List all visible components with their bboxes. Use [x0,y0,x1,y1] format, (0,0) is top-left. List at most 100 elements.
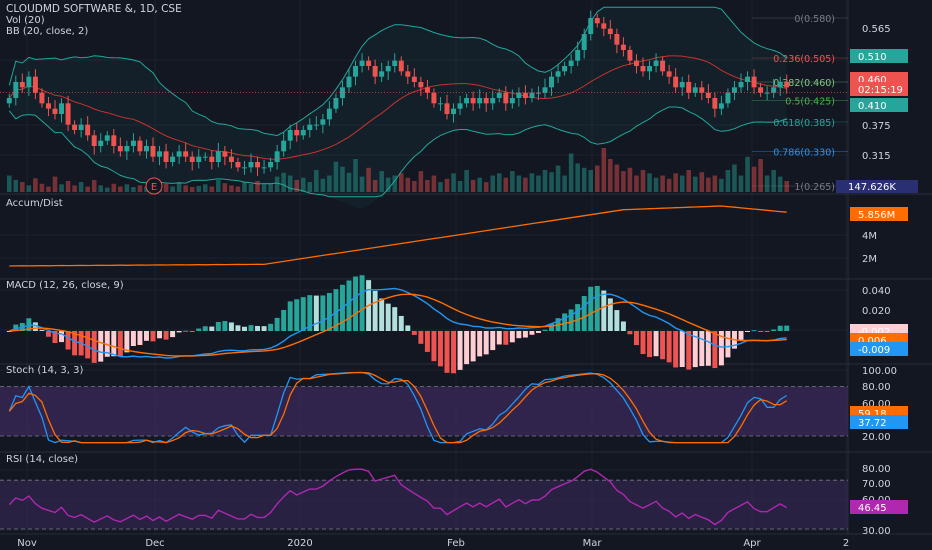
macd-histogram-bar [281,310,287,331]
candle-body [666,71,672,77]
candle-body [771,87,777,93]
volume-bar [91,179,97,192]
volume-bar [451,173,456,192]
volume-bar [653,177,659,192]
volume-bar [340,166,345,192]
accum-dist-pane[interactable] [9,205,787,267]
macd-histogram-bar [72,331,78,356]
macd-histogram-bar [294,299,300,331]
macd-histogram-bar [130,331,136,347]
candle-body [647,66,653,72]
volume-bar [608,159,613,192]
volume-bar [118,186,123,192]
macd-histogram-bar [451,331,457,374]
price-tick: 0.375 [862,121,891,132]
macd-histogram-bar [568,309,574,331]
macd-line [9,287,787,359]
stoch-k-line [8,371,788,444]
volume-bar [255,181,260,192]
candle-body [522,92,528,98]
volume-badge-bg [836,180,918,193]
candle-body [333,98,339,109]
macd-label: MACD (12, 26, close, 9) [6,280,124,291]
volume-bar [575,163,580,192]
volume-bar [725,170,731,192]
macd-histogram-bar [784,325,790,331]
volume-bar [496,173,502,192]
volume-bar [98,185,104,192]
volume-bar [621,171,626,192]
macd-histogram-bar [379,298,385,331]
bb-lower [8,106,787,198]
candle-body [692,87,698,93]
volume-bar [418,171,424,192]
macd-histogram-bar [85,331,91,359]
volume-bar [745,156,750,192]
fib-label: 0.382(0.460) [773,78,835,89]
volume-bar [379,171,384,192]
candle-body [255,162,261,168]
candle-body [157,151,163,157]
candle-body [464,98,470,104]
rsi-pane[interactable] [0,468,848,530]
candle-body [620,44,626,50]
macd-histogram-bar [444,331,450,373]
volume-bar [640,170,646,192]
candle-body [705,92,711,98]
volume-bar [359,176,365,192]
time-label: 2 [843,538,849,549]
candle-body [633,60,639,66]
stoch-label: Stoch (14, 3, 3) [6,365,83,376]
macd-histogram-bar [104,331,110,357]
candle-body [418,82,424,88]
candle-body [424,87,430,93]
macd-histogram-bar [353,276,359,331]
macd-histogram-bar [601,290,607,331]
candle-body [124,146,130,152]
macd-histogram-bar [705,331,711,366]
macd-histogram-bar [751,330,757,332]
candle-body [359,60,365,66]
volume-bar [549,172,554,192]
macd-histogram-bar [712,331,718,369]
volume-badge: 147.626K [848,182,896,193]
macd-histogram-bar [170,331,176,338]
volume-bar [777,176,783,192]
macd-histogram-bar [699,331,705,367]
candle-body [490,98,496,104]
candle-body [660,60,666,72]
candle-body [392,60,398,66]
macd-pane[interactable] [6,275,790,374]
candle-body [516,92,522,98]
volume-bar [581,167,587,192]
volume-bar [751,166,757,192]
macd-histogram-bar [738,331,744,340]
candle-body [653,60,659,66]
macd-histogram-bar [274,317,280,331]
volume-bar [346,172,352,192]
candle-body [542,87,548,93]
candle-body [483,98,489,104]
stoch-tick: 20.00 [862,432,891,443]
volume-bar [470,179,476,192]
volume-bar [764,175,770,192]
candle-body [588,18,594,34]
candle-body [549,76,555,88]
volume-bar [196,185,202,192]
candle-body [72,124,78,130]
candle-body [411,76,417,82]
price-badge: 0.510 [858,52,887,63]
candle-body [294,130,300,136]
candle-body [52,108,58,114]
candle-body [137,140,143,152]
candle-body [398,60,404,72]
macd-histogram-bar [594,285,600,331]
candle-body [91,135,97,146]
price-pane[interactable]: 0(0.580) 0.236(0.505) 0.382(0.460) 0.5(0.42… [0,6,848,209]
volume-bar [634,175,639,192]
volume-bar [20,182,25,192]
candle-body [307,124,313,130]
volume-bar [490,175,496,192]
stoch-pane[interactable] [0,371,848,444]
